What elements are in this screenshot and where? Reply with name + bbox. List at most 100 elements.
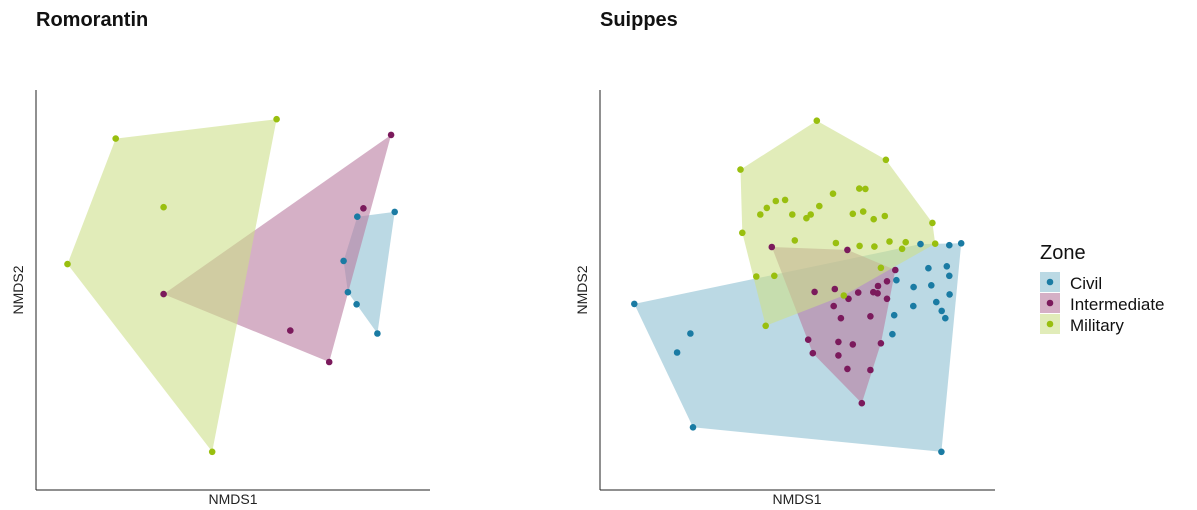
point-military (877, 264, 885, 272)
point-civil (893, 276, 900, 284)
legend-item-civil: Civil (1040, 272, 1102, 293)
point-intermediate (844, 365, 851, 373)
point-intermediate (845, 295, 852, 303)
point-civil (917, 240, 924, 248)
point-civil (687, 330, 694, 337)
point-civil (374, 330, 381, 337)
point-intermediate (387, 131, 395, 139)
point-civil (340, 257, 347, 265)
point-intermediate (874, 282, 882, 290)
point-military (791, 237, 799, 244)
point-civil (391, 208, 399, 216)
hull-military (67, 119, 277, 452)
x-axis-label: NMDS1 (772, 491, 821, 507)
point-military (757, 211, 764, 218)
point-military (849, 210, 857, 218)
point-intermediate (811, 288, 818, 296)
point-intermediate (830, 302, 837, 310)
point-civil (890, 311, 898, 319)
point-intermediate (835, 338, 842, 346)
point-civil (889, 330, 896, 338)
point-military (112, 135, 119, 142)
legend-dot-military (1046, 320, 1054, 328)
point-intermediate (287, 327, 294, 334)
point-civil (946, 272, 953, 280)
point-military (882, 156, 890, 164)
point-military (160, 203, 167, 211)
point-intermediate (360, 205, 367, 212)
point-military (870, 215, 877, 223)
point-military (763, 204, 771, 212)
point-intermediate (325, 358, 333, 366)
point-layer (631, 117, 965, 456)
point-military (902, 238, 909, 246)
point-military (929, 219, 936, 227)
legend-dot-civil (1046, 278, 1054, 286)
y-axis-label: NMDS2 (574, 265, 590, 314)
legend-dot-intermediate (1046, 299, 1054, 307)
point-intermediate (809, 349, 817, 357)
point-intermediate (858, 399, 866, 407)
point-military (931, 240, 939, 247)
point-military (898, 245, 906, 253)
point-military (273, 115, 280, 123)
point-military (771, 272, 778, 280)
point-military (816, 202, 823, 210)
point-military (807, 211, 814, 218)
point-military (886, 238, 893, 245)
point-military (753, 273, 760, 280)
point-intermediate (849, 341, 857, 348)
point-intermediate (831, 285, 839, 293)
panel-suippes: Suippes NMDS1 NMDS2 (574, 9, 995, 507)
point-intermediate (835, 352, 842, 359)
point-military (208, 448, 216, 456)
point-intermediate (877, 340, 885, 347)
legend-label-civil: Civil (1070, 274, 1102, 293)
legend-label-intermediate: Intermediate (1070, 295, 1165, 314)
point-civil (673, 349, 681, 356)
x-axis-label: NMDS1 (208, 491, 257, 507)
point-civil (946, 241, 953, 249)
point-civil (957, 240, 965, 247)
point-military (859, 208, 867, 215)
point-military (881, 212, 889, 220)
point-intermediate (883, 278, 891, 285)
point-civil (354, 213, 361, 220)
point-civil (910, 283, 917, 291)
point-intermediate (892, 266, 899, 274)
point-civil (353, 301, 360, 308)
point-civil (928, 282, 935, 289)
point-civil (938, 307, 945, 315)
legend-item-military: Military (1040, 314, 1124, 335)
point-civil (910, 302, 917, 310)
point-intermediate (854, 289, 862, 296)
point-military (772, 197, 780, 205)
point-intermediate (867, 313, 874, 320)
point-military (762, 322, 769, 330)
panel-title: Suippes (600, 9, 678, 31)
point-intermediate (883, 295, 891, 303)
y-axis-label: NMDS2 (10, 265, 26, 314)
point-civil (943, 263, 951, 270)
point-military (64, 260, 71, 268)
point-military (856, 242, 863, 250)
point-civil (689, 424, 697, 431)
point-intermediate (837, 314, 845, 322)
point-intermediate (874, 290, 881, 297)
point-civil (925, 264, 932, 272)
legend-label-military: Military (1070, 316, 1124, 335)
point-civil (946, 291, 953, 298)
point-intermediate (844, 246, 851, 254)
point-intermediate (160, 290, 167, 298)
point-military (862, 185, 869, 193)
point-intermediate (768, 243, 776, 251)
point-military (781, 196, 789, 204)
point-civil (344, 288, 352, 296)
point-military (813, 117, 821, 124)
point-civil (631, 300, 638, 308)
point-military (789, 211, 796, 218)
point-civil (933, 298, 940, 306)
point-military (840, 292, 848, 299)
point-civil (942, 314, 949, 322)
